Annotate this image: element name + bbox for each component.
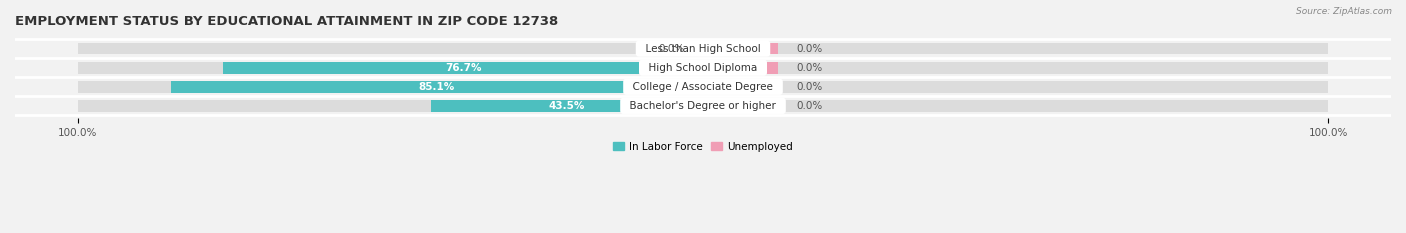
Text: High School Diploma: High School Diploma — [643, 63, 763, 73]
Text: 0.0%: 0.0% — [797, 44, 823, 54]
Text: 0.0%: 0.0% — [797, 101, 823, 111]
Text: Bachelor's Degree or higher: Bachelor's Degree or higher — [623, 101, 783, 111]
Text: 76.7%: 76.7% — [444, 63, 481, 73]
Bar — [224, 62, 703, 74]
Text: 85.1%: 85.1% — [419, 82, 456, 92]
Bar — [77, 100, 703, 112]
Bar — [170, 81, 703, 93]
Text: 0.0%: 0.0% — [797, 82, 823, 92]
Text: EMPLOYMENT STATUS BY EDUCATIONAL ATTAINMENT IN ZIP CODE 12738: EMPLOYMENT STATUS BY EDUCATIONAL ATTAINM… — [15, 15, 558, 28]
Bar — [77, 43, 703, 55]
Bar — [77, 62, 703, 74]
Bar — [703, 62, 1329, 74]
Bar — [703, 43, 1329, 55]
Bar — [703, 100, 778, 112]
Text: 0.0%: 0.0% — [797, 63, 823, 73]
Legend: In Labor Force, Unemployed: In Labor Force, Unemployed — [609, 137, 797, 156]
Bar — [77, 81, 703, 93]
Bar — [703, 62, 778, 74]
Text: 0.0%: 0.0% — [658, 44, 685, 54]
Bar — [703, 81, 778, 93]
Text: 43.5%: 43.5% — [548, 101, 585, 111]
Bar — [430, 100, 703, 112]
Bar — [703, 43, 778, 55]
Text: Less than High School: Less than High School — [638, 44, 768, 54]
Text: Source: ZipAtlas.com: Source: ZipAtlas.com — [1296, 7, 1392, 16]
Text: College / Associate Degree: College / Associate Degree — [626, 82, 780, 92]
Bar — [703, 81, 1329, 93]
Bar — [703, 100, 1329, 112]
